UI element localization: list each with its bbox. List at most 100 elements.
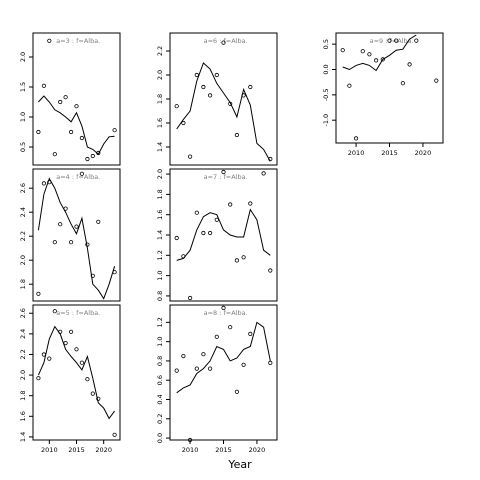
panel-frame (335, 32, 444, 144)
panel-7: 0.0 0.2 0.4 0.6 0.8 1.0 1.2 2010 2015 2020 a=8 : f… (156, 304, 278, 454)
y-tick-label: 1.8 (156, 94, 164, 104)
data-point (79, 135, 85, 141)
data-point (69, 129, 74, 135)
data-point (174, 368, 179, 373)
data-point (234, 258, 239, 263)
panel-frame (32, 32, 121, 166)
x-axis-label-text: Year (228, 458, 252, 471)
data-point (234, 132, 239, 138)
data-point (85, 156, 90, 162)
data-point (201, 84, 206, 90)
y-tick-label: 0.0 (322, 64, 330, 74)
panel-title: a=8 : f=Alba. (204, 309, 248, 317)
data-point (201, 352, 206, 357)
y-tick-label: 0.4 (156, 394, 164, 404)
data-point (41, 181, 47, 186)
panel-4: 1.8 2.0 2.2 2.4 2.6 a=4 : f=Alba. (19, 168, 121, 302)
data-point (340, 48, 345, 53)
data-point (69, 240, 74, 245)
panel-title: a=6 : f=Alba. (204, 37, 248, 45)
y-tick-label: 0.8 (156, 291, 164, 301)
data-point (47, 356, 52, 361)
data-point (208, 366, 213, 371)
y-tick-label: 1.8 (156, 189, 164, 199)
data-point (221, 305, 226, 310)
y-tick-label: 0.0 (156, 433, 164, 443)
y-tick-label: 0.6 (156, 375, 164, 385)
panel-5: 0.8 1.0 1.2 1.4 1.6 1.8 2.0 a=7 : f=Alba. (156, 168, 278, 302)
data-point (174, 104, 179, 109)
data-point (52, 152, 57, 157)
data-point (63, 95, 68, 100)
y-tick-label: 1.0 (156, 336, 164, 346)
data-point (74, 224, 79, 229)
data-point (214, 334, 219, 339)
y-tick-label: -0.5 (322, 88, 330, 101)
x-tick-label: 2020 (415, 149, 432, 157)
data-point (69, 329, 74, 334)
data-point (181, 353, 186, 359)
data-point (248, 331, 253, 336)
y-tick-label: 2.0 (156, 169, 164, 179)
data-point (194, 72, 199, 78)
panel-title: a=9 : f=Alba. (370, 37, 414, 45)
data-point (194, 366, 199, 371)
data-point (194, 210, 199, 215)
y-tick-label: -1.0 (322, 114, 330, 127)
data-point (268, 360, 273, 365)
data-point (214, 217, 219, 222)
y-tick-label: 2.6 (19, 308, 27, 318)
data-point (353, 136, 359, 141)
data-point (367, 52, 372, 57)
fitted-line (176, 321, 271, 394)
data-point (181, 120, 186, 126)
data-point (228, 325, 233, 330)
data-point (221, 40, 226, 45)
y-tick-label: 0.5 (322, 39, 330, 49)
data-point (380, 57, 385, 62)
y-tick-label: 2.0 (19, 370, 27, 380)
data-point (248, 201, 253, 206)
data-point (41, 83, 47, 88)
y-tick-label: 1.6 (156, 210, 164, 220)
fitted-line (38, 95, 115, 155)
data-point (394, 38, 399, 43)
y-tick-label: 1.4 (156, 142, 164, 152)
data-point (79, 171, 85, 176)
data-point (248, 84, 253, 90)
y-tick-label: 2.0 (19, 52, 27, 62)
data-point (434, 78, 439, 83)
data-point (241, 255, 246, 260)
y-tick-label: 1.6 (19, 411, 27, 421)
data-point (36, 291, 41, 296)
data-point (201, 230, 206, 236)
data-point (36, 376, 41, 381)
data-point (36, 129, 41, 135)
panel-6: 1.4 1.6 1.8 2.0 2.2 2.4 2.6 2010 2015 2020 a=5 : f… (19, 304, 121, 454)
x-tick-label: 2010 (182, 446, 199, 454)
panel-title: a=3 : f=Alba. (56, 37, 100, 45)
panel-title: a=4 : f=Alba. (56, 173, 100, 181)
x-tick-label: 2020 (95, 446, 112, 454)
panel-frame (32, 168, 121, 302)
y-tick-label: 1.6 (156, 118, 164, 128)
data-point (261, 171, 266, 176)
data-point (58, 99, 63, 105)
data-point (234, 389, 239, 394)
x-tick-label: 2015 (381, 149, 398, 157)
data-point (47, 38, 52, 43)
data-point (52, 309, 57, 314)
panel-frame (169, 168, 278, 302)
y-tick-label: 2.6 (19, 183, 27, 193)
data-point (79, 360, 85, 365)
data-point (90, 153, 95, 159)
y-tick-label: 1.2 (156, 317, 164, 327)
data-point (74, 347, 79, 352)
data-point (208, 230, 213, 236)
data-point (268, 268, 273, 273)
y-tick-label: 0.8 (156, 356, 164, 366)
data-point (90, 391, 95, 396)
data-point (373, 58, 379, 63)
y-tick-label: 0.5 (19, 142, 27, 152)
y-tick-label: 1.4 (19, 432, 27, 442)
